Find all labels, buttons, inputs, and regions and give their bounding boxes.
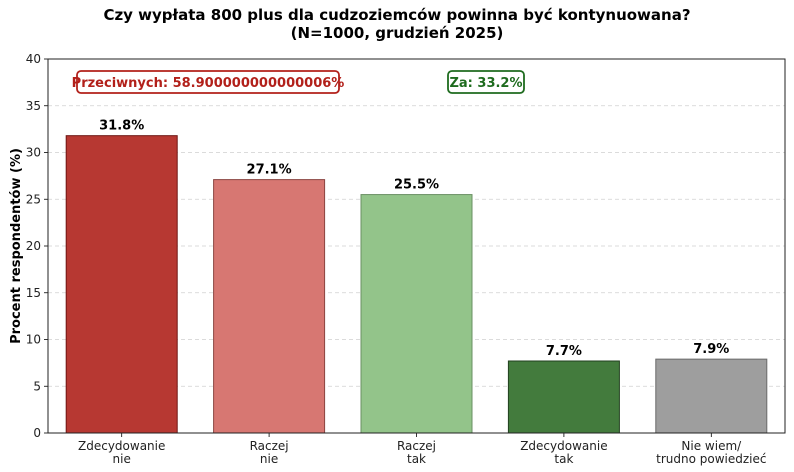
x-tick-label: trudno powiedzieć: [656, 452, 766, 466]
x-tick-label: Raczej: [397, 439, 436, 453]
bar: [507, 360, 620, 434]
y-tick-label: 5: [33, 379, 41, 393]
x-tick-label: Zdecydowanie: [520, 439, 607, 453]
y-tick-label: 0: [33, 426, 41, 440]
bar: [213, 179, 326, 434]
y-tick-label: 20: [26, 239, 41, 253]
bar-value-label: 31.8%: [99, 119, 144, 134]
x-tick-label: nie: [113, 452, 131, 466]
chart-title: Czy wypłata 800 plus dla cudzoziemców po…: [103, 6, 691, 24]
annotation-box: [447, 70, 525, 94]
y-tick-label: 30: [26, 146, 41, 160]
x-tick-label: Nie wiem/: [681, 439, 742, 453]
plot-frame: [47, 58, 786, 434]
y-axis-label: Procent respondentów (%): [9, 148, 24, 344]
y-tick-label: 15: [26, 286, 41, 300]
x-tick-label: tak: [407, 452, 426, 466]
annotation-text: Przeciwnych: 58.900000000000006%: [72, 76, 345, 91]
x-tick-label: tak: [554, 452, 573, 466]
y-tick-label: 25: [26, 192, 41, 206]
bar-value-label: 7.7%: [546, 344, 582, 359]
chart-subtitle: (N=1000, grudzień 2025): [290, 24, 504, 42]
bar: [65, 135, 178, 434]
y-tick-label: 35: [26, 99, 41, 113]
y-tick-label: 10: [26, 333, 41, 347]
x-tick-label: nie: [260, 452, 278, 466]
bar-value-label: 25.5%: [394, 178, 439, 193]
y-tick-label: 40: [26, 52, 41, 66]
x-tick-label: Raczej: [250, 439, 289, 453]
x-tick-label: Zdecydowanie: [78, 439, 165, 453]
bar: [360, 194, 473, 434]
bar-value-label: 27.1%: [247, 163, 292, 178]
annotation-box: [76, 70, 340, 94]
bar-value-label: 7.9%: [693, 342, 729, 357]
bar: [655, 358, 768, 434]
annotation-text: Za: 33.2%: [449, 76, 522, 91]
